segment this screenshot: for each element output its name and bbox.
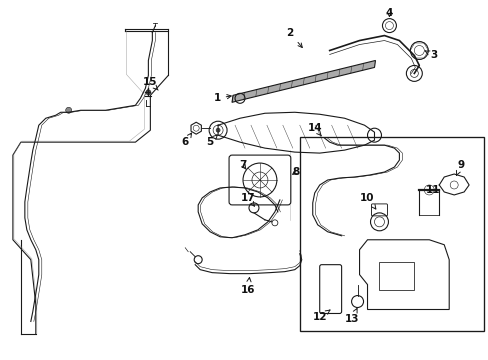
Text: 16: 16 bbox=[240, 278, 255, 294]
Text: 17: 17 bbox=[240, 193, 255, 206]
Text: 10: 10 bbox=[360, 193, 375, 209]
Text: 3: 3 bbox=[424, 50, 437, 60]
Text: 13: 13 bbox=[344, 309, 358, 324]
Bar bbox=[379, 262, 413, 289]
Text: 2: 2 bbox=[285, 28, 302, 48]
Circle shape bbox=[145, 90, 151, 95]
Text: 14: 14 bbox=[307, 123, 322, 136]
Circle shape bbox=[216, 128, 220, 132]
Text: 9: 9 bbox=[455, 160, 464, 175]
Circle shape bbox=[65, 107, 72, 113]
Text: 12: 12 bbox=[312, 310, 329, 323]
Text: 7: 7 bbox=[239, 160, 246, 170]
Text: 1: 1 bbox=[213, 93, 231, 103]
Text: 8: 8 bbox=[291, 167, 299, 177]
Text: 6: 6 bbox=[181, 133, 191, 147]
Text: 15: 15 bbox=[143, 77, 158, 90]
Polygon shape bbox=[232, 60, 375, 102]
Text: 4: 4 bbox=[385, 8, 392, 18]
Text: 5: 5 bbox=[206, 135, 217, 147]
Text: 11: 11 bbox=[425, 185, 440, 195]
Bar bbox=[299, 137, 483, 332]
